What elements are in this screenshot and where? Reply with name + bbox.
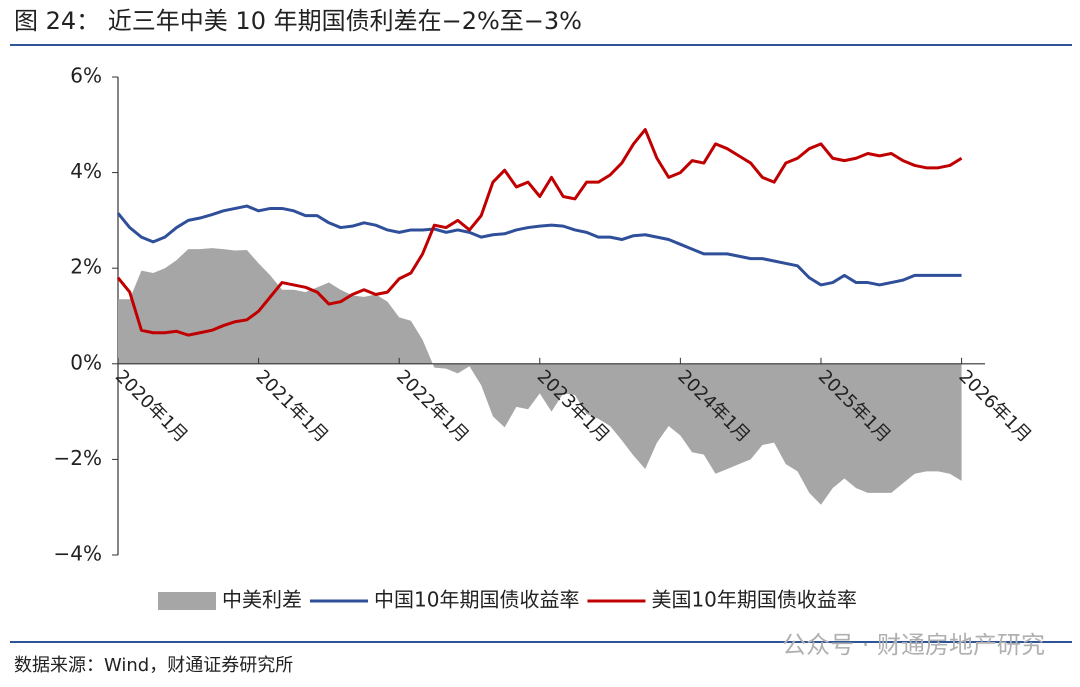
legend-swatch [158, 592, 216, 610]
chart-title: 图 24： 近三年中美 10 年期国债利差在−2%至−3% [14, 7, 582, 35]
y-tick-label: 6% [70, 64, 102, 88]
yield-line [116, 128, 963, 337]
yield-line [116, 204, 962, 287]
y-tick-label: 4% [70, 159, 102, 183]
legend-label: 中国10年期国债收益率 [374, 588, 579, 612]
x-tick-label: 2022年1月 [392, 366, 473, 447]
watermark: 公众号 · 财通房地产研究 [782, 631, 1045, 659]
legend-label: 中美利差 [222, 588, 302, 612]
y-tick-label: −4% [54, 542, 103, 566]
x-tick-label: 2020年1月 [111, 366, 192, 447]
x-tick-label: 2026年1月 [954, 366, 1035, 447]
y-tick-label: 0% [70, 350, 102, 374]
x-tick-label: 2021年1月 [252, 366, 333, 447]
legend: 中美利差 中国10年期国债收益率 美国10年期国债收益率 [158, 588, 857, 612]
spread-area [118, 248, 962, 505]
source-note: 数据来源：Wind，财通证券研究所 [14, 655, 293, 676]
legend-label: 美国10年期国债收益率 [651, 588, 856, 612]
y-tick-label: −2% [54, 446, 103, 470]
y-tick-label: 2% [70, 255, 102, 279]
